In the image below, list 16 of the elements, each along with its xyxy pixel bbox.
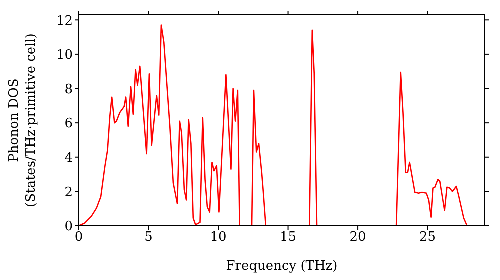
y-tick-label: 0 [64, 220, 73, 235]
y-tick-label: 12 [56, 14, 73, 29]
x-tick-label: 20 [350, 230, 366, 246]
y-axis-title: Phonon DOS (States/THz·primitive cell) [7, 33, 39, 208]
y-tick-label: 6 [64, 116, 73, 132]
x-tick-label: 15 [280, 230, 297, 246]
y-tick-label: 8 [64, 82, 73, 98]
line-series [79, 24, 468, 226]
x-tick-label: 5 [144, 230, 153, 246]
x-tick-label: 0 [74, 230, 84, 246]
y-tick-label: 4 [64, 150, 73, 166]
y-tick-label: 2 [64, 185, 73, 200]
x-axis-title: Frequency (THz) [226, 259, 338, 274]
x-tick-label: 10 [210, 230, 227, 246]
x-tick-label: 25 [420, 230, 436, 246]
y-tick-label: 10 [56, 48, 73, 64]
